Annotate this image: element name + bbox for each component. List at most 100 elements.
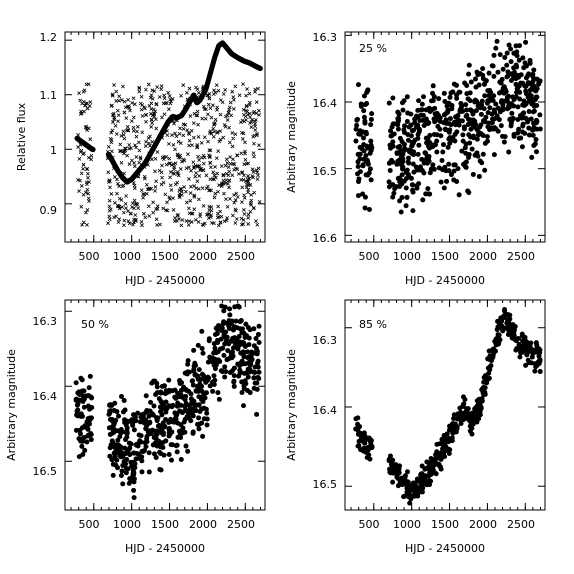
data-point [201, 373, 207, 379]
data-point [124, 428, 130, 434]
cross-point [233, 84, 238, 89]
data-point [113, 445, 119, 451]
cross-point [191, 121, 196, 126]
cross-point [208, 148, 213, 153]
cross-point [246, 187, 251, 192]
cross-point [254, 100, 259, 104]
data-point [475, 132, 481, 138]
data-point [120, 481, 126, 487]
data-point [398, 209, 404, 215]
cross-point [221, 92, 226, 96]
axis-ticks [65, 300, 265, 510]
data-point [529, 96, 535, 102]
cross-point [85, 106, 90, 111]
data-point [478, 406, 484, 412]
cross-point [227, 125, 232, 130]
data-point [220, 345, 226, 351]
cross-point [154, 126, 159, 131]
data-point [425, 186, 431, 192]
cross-point [122, 110, 127, 115]
data-point [149, 380, 155, 386]
data-point [419, 107, 425, 113]
data-point [179, 380, 185, 386]
data-point [168, 457, 174, 463]
data-point [174, 449, 180, 455]
data-point [170, 402, 176, 408]
cross-point [169, 99, 174, 104]
data-point [387, 469, 393, 475]
data-point [438, 179, 444, 185]
cross-point [132, 102, 137, 107]
cross-point [231, 157, 235, 162]
data-point [437, 118, 443, 124]
data-point [417, 167, 423, 173]
data-point [109, 438, 115, 444]
cross-point [172, 121, 176, 126]
cross-point [124, 116, 129, 121]
data-point [355, 159, 361, 165]
data-point [467, 423, 473, 429]
cross-point [251, 170, 256, 174]
data-point [161, 383, 167, 389]
cross-point [247, 176, 252, 181]
data-point [450, 89, 456, 95]
axis-ticks [65, 32, 265, 242]
data-point [238, 318, 244, 324]
data-point [491, 152, 497, 158]
cross-point [121, 210, 126, 215]
cross-point [185, 128, 190, 132]
cross-point [159, 87, 164, 92]
cross-point [252, 190, 257, 195]
cross-point [108, 136, 113, 141]
data-point [363, 153, 369, 159]
data-point [449, 103, 455, 109]
cross-point [112, 215, 116, 220]
data-point [255, 360, 261, 366]
cross-point [209, 213, 214, 217]
cross-point [202, 221, 207, 226]
data-point [111, 429, 117, 435]
cross-point [82, 109, 86, 114]
cross-point [246, 215, 251, 220]
cross-point [159, 84, 164, 89]
data-point [357, 131, 363, 137]
data-point [530, 74, 536, 80]
cross-point [250, 174, 255, 178]
cross-point [86, 82, 91, 87]
cross-point [167, 195, 172, 200]
data-point [526, 132, 532, 138]
data-point [491, 73, 497, 79]
data-point [210, 388, 216, 394]
cross-point [187, 165, 191, 170]
cross-point [240, 200, 244, 205]
cross-point [197, 163, 202, 168]
cross-point [207, 188, 212, 192]
data-point [530, 132, 536, 138]
cross-point [137, 148, 142, 153]
data-point [462, 397, 468, 403]
cross-point [178, 126, 182, 131]
data-point [431, 131, 437, 137]
cross-point [189, 220, 194, 224]
data-point [472, 406, 478, 412]
data-point [396, 160, 402, 166]
data-point [356, 176, 362, 182]
data-point [528, 81, 534, 87]
data-point [163, 399, 169, 405]
data-point [445, 144, 451, 150]
cross-point [126, 97, 130, 102]
cross-point [230, 131, 235, 135]
cross-point [117, 94, 122, 99]
cross-point [85, 222, 89, 227]
data-point [151, 451, 157, 457]
cross-point [198, 167, 203, 171]
x-axis-label: HJD - 2450000 [125, 274, 205, 287]
cross-point [257, 108, 261, 113]
data-point [401, 98, 407, 104]
data-point [227, 306, 233, 312]
data-point [354, 122, 360, 128]
data-point [444, 431, 450, 437]
data-point [447, 136, 453, 142]
data-point [109, 457, 115, 463]
data-point [206, 338, 212, 344]
